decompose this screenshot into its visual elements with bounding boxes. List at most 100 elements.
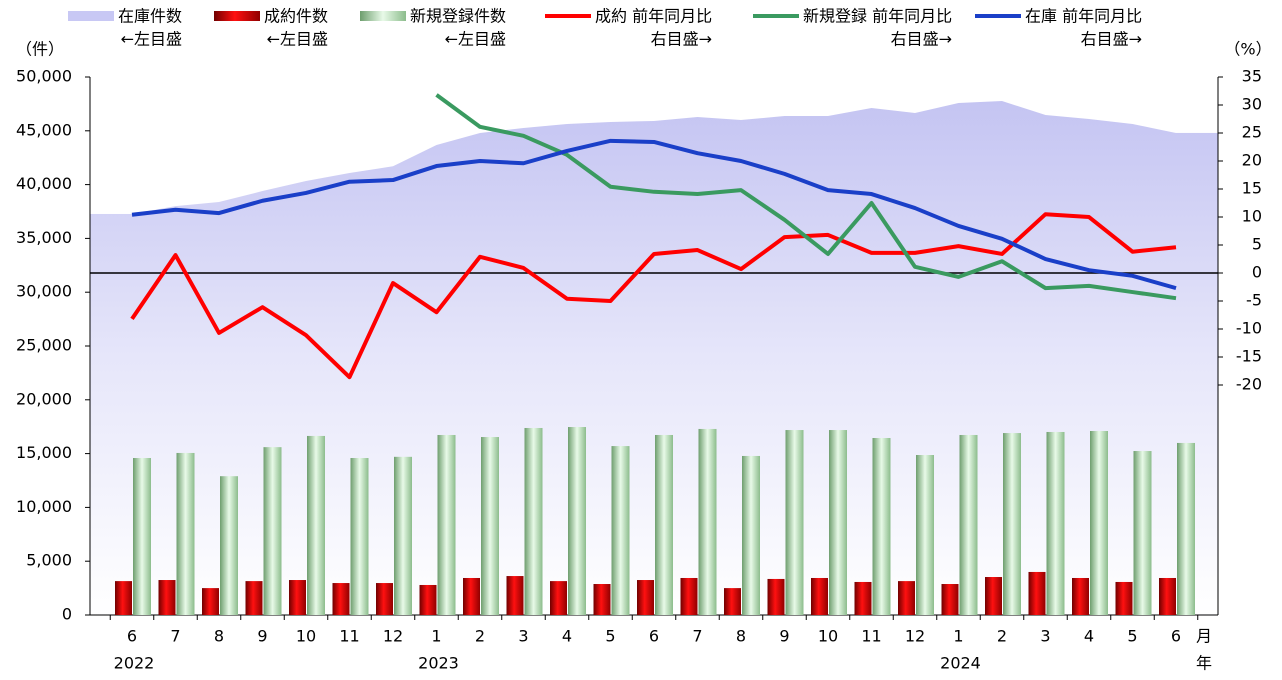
bar: [767, 578, 785, 615]
y2-tick-label: -15: [1236, 347, 1262, 366]
bar: [1115, 581, 1133, 615]
y-axis-label: （件）: [16, 40, 64, 59]
bar: [611, 446, 630, 615]
bar: [245, 581, 263, 615]
line: [131, 138, 1177, 291]
legend-note: 右目盛→: [1081, 30, 1142, 49]
legend-note: 右目盛→: [651, 30, 712, 49]
bar: [1028, 571, 1046, 615]
y-tick-label: 45,000: [16, 120, 72, 139]
legend-label: 成約 前年同月比: [595, 7, 712, 26]
y2-tick-label: 35: [1242, 67, 1262, 86]
bar: [742, 455, 760, 615]
line: [130, 212, 1177, 380]
bar: [506, 576, 524, 615]
x-tick-label: 1: [953, 627, 963, 646]
legend-note: ←左目盛: [121, 30, 182, 49]
x-tick-label: 5: [605, 627, 615, 646]
bar: [1003, 433, 1021, 615]
bar: [854, 581, 872, 615]
x-tick-label: 4: [562, 627, 572, 646]
y-tick-label: 20,000: [16, 389, 72, 408]
legend-swatch: [360, 11, 406, 21]
bar: [158, 580, 176, 615]
x-tick-label: 1: [431, 627, 441, 646]
x-tick-label: 9: [779, 627, 789, 646]
x-tick-label: 8: [214, 627, 224, 646]
area-edge: [90, 213, 133, 615]
x-tick-label: 6: [649, 627, 659, 646]
legend-label: 在庫件数: [118, 7, 182, 26]
legend-label: 在庫 前年同月比: [1025, 7, 1142, 26]
year-label: 2023: [418, 654, 459, 673]
bar: [829, 430, 847, 615]
year-label: 2022: [114, 654, 155, 673]
bar: [289, 580, 306, 615]
y2-tick-label: 15: [1242, 179, 1262, 198]
legend-note: 右目盛→: [891, 30, 952, 49]
y-tick-label: 50,000: [16, 67, 72, 86]
x-tick-label: 12: [383, 627, 403, 646]
bar: [985, 577, 1002, 615]
bar: [1133, 451, 1152, 615]
y2-tick-label: 30: [1242, 95, 1262, 114]
area: [132, 100, 1176, 615]
y2-tick-label: 25: [1242, 123, 1262, 142]
bar: [593, 584, 611, 615]
x-tick-label: 4: [1084, 627, 1094, 646]
bar: [1159, 577, 1176, 615]
x-tick-label: 11: [861, 627, 881, 646]
bar: [524, 427, 543, 615]
bar: [724, 588, 741, 615]
legend-label: 新規登録件数: [410, 7, 506, 26]
x-tick-label: 5: [1127, 627, 1137, 646]
y2-axis-label: （%）: [1224, 40, 1271, 59]
bar: [437, 434, 456, 615]
year-label: 2024: [940, 654, 981, 673]
bar: [655, 434, 673, 615]
bar: [811, 577, 828, 615]
legend-label: 新規登録 前年同月比: [803, 7, 952, 26]
y-tick-label: 40,000: [16, 174, 72, 193]
y2-tick-label: 20: [1242, 151, 1262, 170]
bar: [1072, 577, 1089, 615]
bar: [350, 458, 369, 615]
y-tick-label: 5,000: [26, 551, 72, 570]
x-tick-label: 7: [170, 627, 180, 646]
x-tick-label: 8: [736, 627, 746, 646]
bar: [1046, 431, 1065, 615]
bar: [916, 454, 934, 615]
y-tick-label: 35,000: [16, 228, 72, 247]
x-tick-label: 2: [997, 627, 1007, 646]
x-tick-label: 10: [818, 627, 838, 646]
x-tick-label: 6: [1171, 627, 1181, 646]
bar: [307, 435, 325, 615]
bar: [332, 583, 350, 615]
bar: [220, 476, 238, 615]
y2-tick-label: 10: [1242, 207, 1262, 226]
y-tick-label: 10,000: [16, 497, 72, 516]
x-tick-label: 12: [905, 627, 925, 646]
bar: [115, 581, 132, 615]
x-axis-label-year: 年: [1196, 654, 1212, 673]
x-tick-label: 9: [257, 627, 267, 646]
bar: [959, 434, 978, 615]
bar: [202, 588, 219, 615]
bar: [698, 428, 717, 615]
legend-note: ←左目盛: [445, 30, 506, 49]
bar: [481, 437, 499, 615]
y2-tick-label: -10: [1236, 319, 1262, 338]
legend-swatch: [68, 11, 114, 21]
x-tick-label: 11: [339, 627, 359, 646]
bar: [176, 452, 195, 615]
legend-label: 成約件数: [264, 7, 328, 26]
bar: [419, 584, 437, 615]
bar: [568, 427, 586, 615]
bar: [898, 581, 915, 615]
bar: [376, 583, 393, 615]
x-axis-label: 月: [1196, 627, 1212, 646]
bar: [550, 581, 567, 615]
bar: [680, 577, 698, 615]
bar: [394, 456, 412, 615]
